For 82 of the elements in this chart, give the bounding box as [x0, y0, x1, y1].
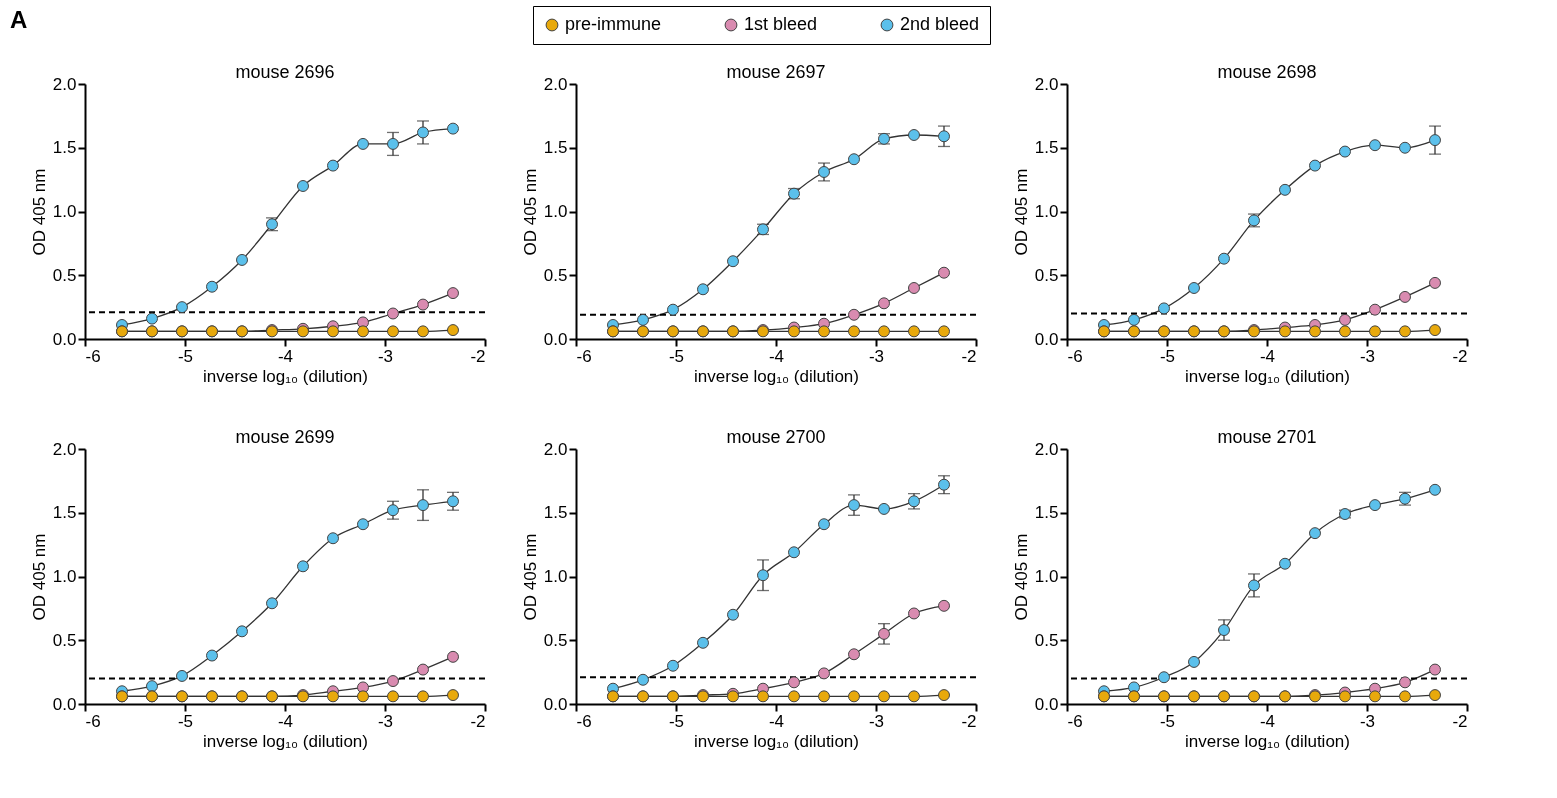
y-tick-label: 1.0: [1034, 202, 1059, 221]
y-tick-label: 0.5: [1034, 630, 1059, 650]
y-tick-label: 1.0: [52, 567, 77, 586]
y-tick-label: 0.5: [52, 265, 77, 285]
chart-title: mouse 2697: [726, 62, 826, 82]
chart-title: mouse 2701: [1217, 427, 1317, 447]
y-tick-label: 2.0: [1034, 439, 1059, 459]
x-tick-label: -2: [961, 711, 977, 731]
x-tick-label: -4: [768, 711, 785, 731]
x-tick-label: -3: [1359, 346, 1376, 366]
y-tick-label: 2.0: [52, 439, 77, 459]
x-tick-label: -2: [470, 711, 486, 731]
x-tick-label: -6: [576, 346, 592, 366]
y-tick-label: 2.0: [52, 74, 77, 94]
x-tick-label: -3: [377, 346, 394, 366]
y-tick-label: 1.0: [52, 202, 77, 221]
x-tick-label: -5: [668, 711, 685, 731]
y-axis-title: OD 405 nm: [1011, 168, 1031, 256]
y-tick-label: 1.0: [1034, 567, 1059, 586]
x-tick-label: -2: [1452, 711, 1468, 731]
x-tick-label: -6: [576, 711, 592, 731]
y-tick-label: 2.0: [543, 439, 568, 459]
y-tick-label: 0.0: [1034, 329, 1059, 349]
x-tick-label: -6: [85, 711, 101, 731]
chart-title: mouse 2699: [235, 427, 335, 447]
x-tick-label: -3: [377, 711, 394, 731]
x-tick-label: -2: [961, 346, 977, 366]
y-tick-label: 1.5: [1034, 503, 1059, 523]
x-axis-title: inverse log₁₀ (dilution): [1185, 366, 1350, 386]
x-axis-title: inverse log₁₀ (dilution): [694, 731, 859, 751]
x-tick-label: -3: [868, 346, 885, 366]
x-tick-label: -4: [1259, 711, 1276, 731]
x-tick-label: -4: [277, 346, 294, 366]
y-tick-label: 2.0: [1034, 74, 1059, 94]
x-tick-label: -6: [1067, 711, 1083, 731]
y-tick-label: 1.5: [543, 503, 568, 523]
x-tick-label: -5: [177, 346, 194, 366]
y-axis-title: OD 405 nm: [29, 533, 49, 621]
x-tick-label: -4: [768, 346, 785, 366]
y-tick-label: 2.0: [543, 74, 568, 94]
y-tick-label: 0.0: [543, 329, 568, 349]
y-axis-title: OD 405 nm: [520, 168, 540, 256]
x-tick-label: -4: [277, 711, 294, 731]
x-tick-label: -2: [470, 346, 486, 366]
legend-label: 1st bleed: [744, 14, 818, 34]
x-tick-label: -3: [1359, 711, 1376, 731]
legend-label: pre-immune: [565, 14, 662, 34]
x-tick-label: -2: [1452, 346, 1468, 366]
y-tick-label: 0.5: [543, 265, 568, 285]
y-tick-label: 0.5: [1034, 265, 1059, 285]
y-tick-label: 0.5: [543, 630, 568, 650]
y-tick-label: 0.0: [52, 694, 77, 714]
x-tick-label: -5: [668, 346, 685, 366]
x-tick-label: -5: [1159, 711, 1176, 731]
y-tick-label: 1.0: [543, 202, 568, 221]
x-axis-title: inverse log₁₀ (dilution): [694, 366, 859, 386]
legend-label: 2nd bleed: [900, 14, 980, 34]
y-tick-label: 1.0: [543, 567, 568, 586]
x-tick-label: -5: [1159, 346, 1176, 366]
x-axis-title: inverse log₁₀ (dilution): [1185, 731, 1350, 751]
y-axis-title: OD 405 nm: [1011, 533, 1031, 621]
x-tick-label: -5: [177, 711, 194, 731]
y-tick-label: 1.5: [52, 503, 77, 523]
y-tick-label: 1.5: [543, 138, 568, 158]
text: A: [10, 6, 28, 33]
chart-title: mouse 2696: [235, 62, 335, 82]
y-tick-label: 0.0: [52, 329, 77, 349]
y-tick-label: 1.5: [52, 138, 77, 158]
y-tick-label: 0.0: [1034, 694, 1059, 714]
y-axis-title: OD 405 nm: [29, 168, 49, 256]
x-axis-title: inverse log₁₀ (dilution): [203, 366, 368, 386]
y-axis-title: OD 405 nm: [520, 533, 540, 621]
x-tick-label: -6: [85, 346, 101, 366]
y-tick-label: 0.0: [543, 694, 568, 714]
chart-title: mouse 2698: [1217, 62, 1317, 82]
x-tick-label: -4: [1259, 346, 1276, 366]
chart-title: mouse 2700: [726, 427, 826, 447]
x-tick-label: -6: [1067, 346, 1083, 366]
y-tick-label: 1.5: [1034, 138, 1059, 158]
y-tick-label: 0.5: [52, 630, 77, 650]
x-tick-label: -3: [868, 711, 885, 731]
x-axis-title: inverse log₁₀ (dilution): [203, 731, 368, 751]
